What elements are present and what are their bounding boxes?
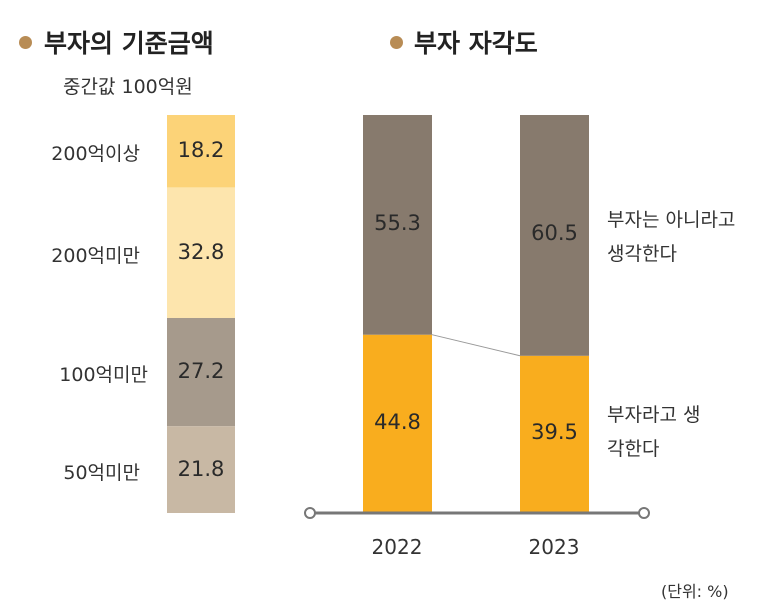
rich-value-label: 39.5	[531, 420, 578, 445]
title-bullet-icon	[390, 36, 403, 49]
left-bar-value: 32.8	[177, 239, 225, 264]
connector-line	[431, 334, 521, 357]
left-bar-value: 27.2	[177, 359, 225, 384]
not-rich-value-label: 55.3	[374, 210, 421, 235]
left-category-label: 200억미만	[51, 244, 140, 267]
right-chart-title: 부자 자각도	[414, 29, 538, 58]
rich-value-label: 44.8	[374, 409, 421, 434]
axis-end-circle	[638, 507, 650, 519]
left-bar-segment	[167, 426, 235, 513]
left-category-label: 200억이상	[51, 143, 140, 166]
left-bar-value: 21.8	[177, 456, 225, 481]
not-rich-value-label: 60.5	[531, 221, 578, 246]
left-bar-segment	[167, 317, 235, 427]
rich-bar-segment	[363, 334, 432, 513]
rich-bar-segment	[520, 355, 589, 513]
left-bar-value: 18.2	[177, 138, 225, 163]
axis-end-circle	[304, 507, 316, 519]
left-chart-subtitle: 중간값 100억원	[63, 76, 193, 98]
title-bullet-icon	[19, 36, 32, 49]
unit-label: (단위: %)	[661, 582, 729, 601]
left-bar-segment	[167, 115, 235, 188]
not-rich-bar-segment	[520, 115, 589, 356]
left-chart-title: 부자의 기준금액	[44, 29, 214, 58]
legend-not-rich: 부자는 아니라고 생각한다	[607, 209, 736, 265]
left-bar-segment	[167, 187, 235, 318]
legend-rich: 부자라고 생각한다	[607, 404, 701, 460]
x-tick-2023: 2023	[528, 535, 580, 559]
left-category-label: 100억미만	[59, 364, 148, 387]
x-tick-2022: 2022	[371, 535, 423, 559]
not-rich-bar-segment	[363, 115, 432, 335]
left-category-label: 50억미만	[63, 461, 140, 484]
